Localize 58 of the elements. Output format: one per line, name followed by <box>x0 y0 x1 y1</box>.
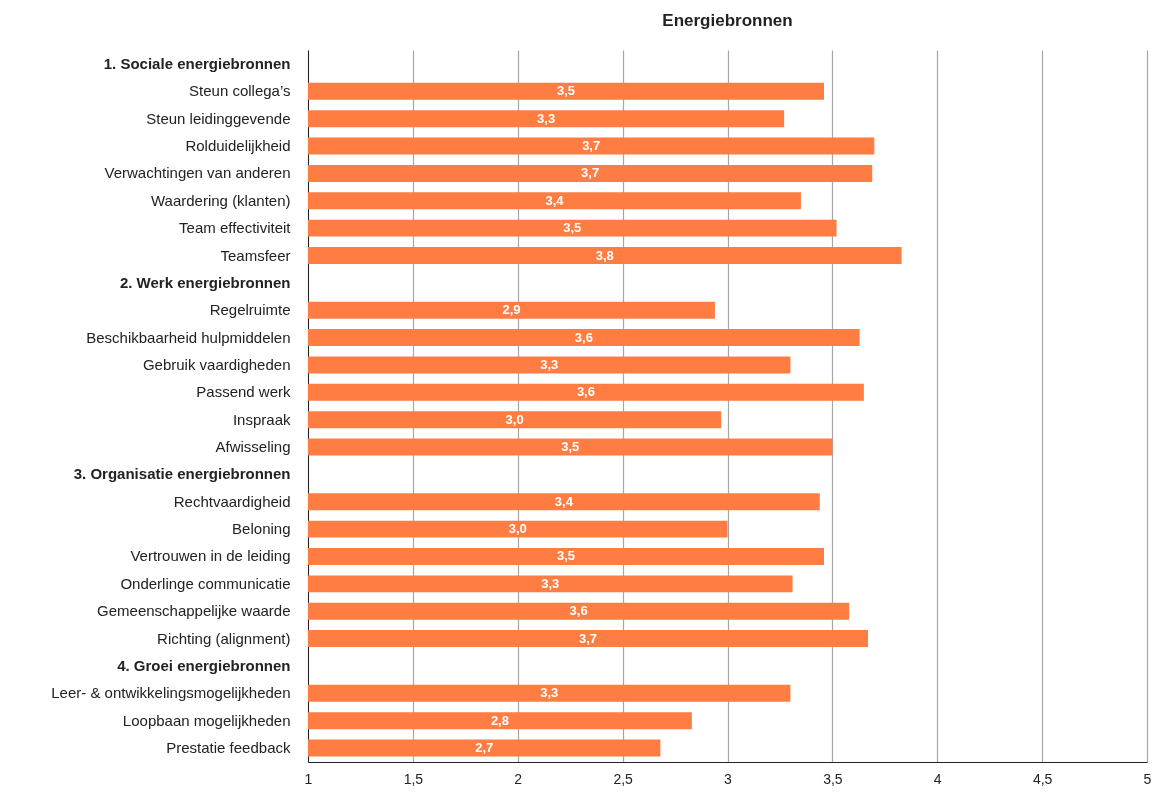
y-tick-label: Prestatie feedback <box>166 739 291 757</box>
data-label: 2,7 <box>475 740 494 756</box>
y-tick-label: Inspraak <box>232 410 291 428</box>
y-tick-label: Rechtvaardigheid <box>173 492 291 510</box>
y-tick-label: Rolduidelijkheid <box>185 137 291 155</box>
x-tick-label: 4 <box>933 770 942 787</box>
data-label: 3,4 <box>545 192 565 208</box>
y-tick-label: Gebruik vaardigheden <box>142 355 291 373</box>
y-tick-label: Loopbaan mogelijkheden <box>122 711 291 729</box>
y-tick-label: Passend werk <box>196 383 291 401</box>
x-tick-label: 4,5 <box>1032 770 1053 787</box>
data-label: 3,5 <box>561 439 580 455</box>
data-label: 2,9 <box>502 302 521 318</box>
data-label: 3,5 <box>556 548 576 564</box>
y-tick-label: 4. Groei energiebronnen <box>117 656 291 674</box>
y-tick-label: Beloning <box>232 520 291 538</box>
chart-title: Energiebronnen <box>662 11 793 30</box>
y-tick-label: Vertrouwen in de leiding <box>130 547 291 565</box>
y-tick-label: Regelruimte <box>209 301 291 319</box>
y-tick-label: Onderlinge communicatie <box>120 574 291 592</box>
y-tick-label: 2. Werk energiebronnen <box>119 273 291 291</box>
data-label: 3,7 <box>582 138 601 154</box>
x-tick-label: 3,5 <box>823 770 843 787</box>
data-label: 3,0 <box>508 521 527 537</box>
x-tick-label: 2 <box>514 770 523 787</box>
x-tick-label: 2,5 <box>613 770 634 787</box>
y-tick-label: Steun leidinggevende <box>146 109 291 127</box>
y-tick-label: 3. Organisatie energiebronnen <box>73 465 291 483</box>
x-tick-label: 1,5 <box>403 770 424 787</box>
data-label: 3,3 <box>540 356 559 372</box>
data-label: 3,3 <box>541 575 560 591</box>
data-label: 3,5 <box>556 83 576 99</box>
y-tick-label: Teamsfeer <box>220 246 291 264</box>
y-tick-label: Richting (alignment) <box>157 629 291 647</box>
data-label: 3,0 <box>505 411 524 427</box>
y-tick-label: Beschikbaarheid hulpmiddelen <box>86 328 291 346</box>
data-label: 3,3 <box>537 110 556 126</box>
data-label: 3,6 <box>576 384 595 400</box>
y-tick-label: Team effectiviteit <box>179 219 292 237</box>
data-label: 3,7 <box>578 630 598 646</box>
y-tick-label: Verwachtingen van anderen <box>104 164 291 182</box>
data-label: 2,8 <box>490 712 509 728</box>
y-tick-label: Leer- & ontwikkelingsmogelijkheden <box>51 684 291 702</box>
x-tick-label: 3 <box>724 770 733 787</box>
x-tick-label: 5 <box>1143 770 1152 787</box>
x-tick-label: 1 <box>304 770 313 787</box>
data-label: 3,6 <box>574 329 593 345</box>
y-tick-label: Waardering (klanten) <box>150 191 291 209</box>
y-tick-label: Steun collega’s <box>189 82 291 100</box>
data-label: 3,6 <box>569 603 588 619</box>
data-label: 3,3 <box>540 685 559 701</box>
data-label: 3,7 <box>581 165 600 181</box>
y-tick-label: 1. Sociale energiebronnen <box>103 54 291 72</box>
y-tick-label: Afwisseling <box>215 438 291 456</box>
data-label: 3,5 <box>563 220 582 236</box>
data-label: 3,8 <box>595 247 614 263</box>
y-tick-label: Gemeenschappelijke waarde <box>97 602 291 620</box>
data-label: 3,4 <box>554 493 574 509</box>
